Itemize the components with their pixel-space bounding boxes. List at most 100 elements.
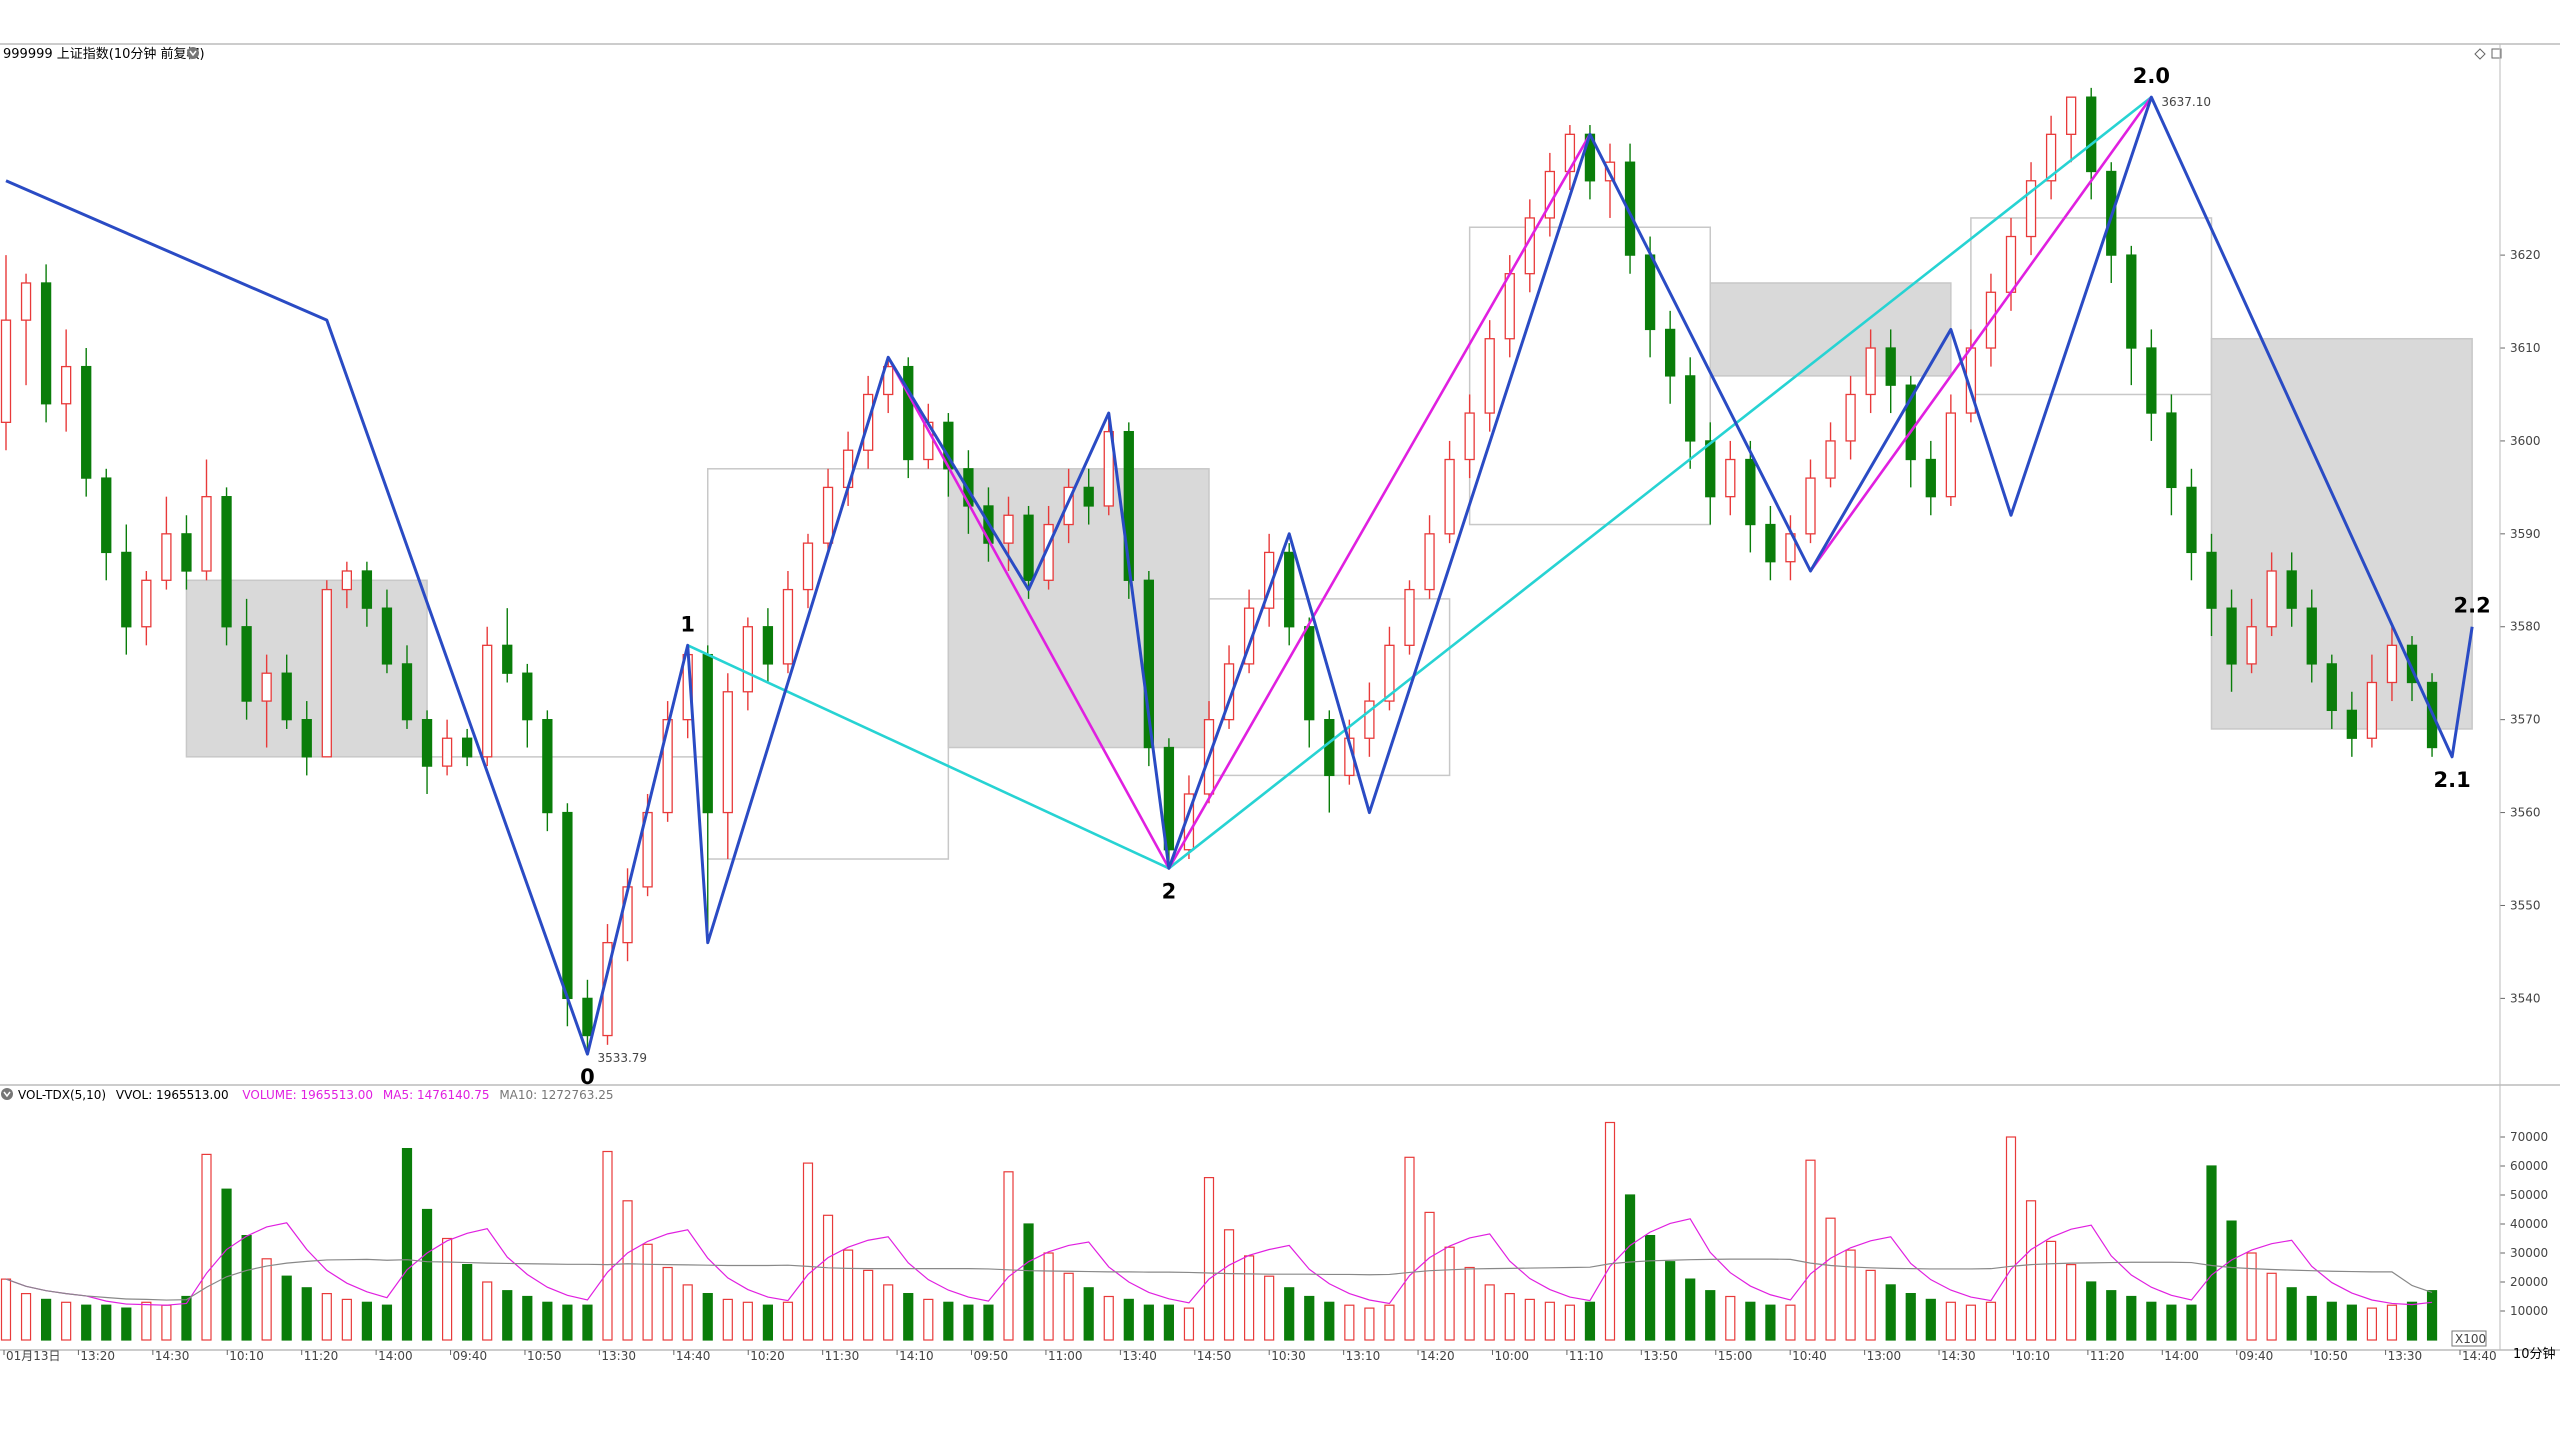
volume-bar-up <box>1203 1176 1215 1341</box>
volume-ma10: MA10: 1272763.25 <box>499 1088 613 1102</box>
volume-bar-down <box>1644 1234 1656 1341</box>
candle-body-down <box>1023 514 1034 581</box>
volume-bar-down <box>2086 1281 2097 1341</box>
candle-115 <box>2306 589 2317 683</box>
candles <box>0 87 2438 1055</box>
candle-112 <box>2246 598 2257 674</box>
consolidation-box-7 <box>1970 217 2213 396</box>
candle-body-up <box>883 365 894 396</box>
candle-72 <box>1444 440 1455 544</box>
candle-44 <box>883 357 894 414</box>
period-label[interactable]: 10分钟 <box>2513 1346 2556 1362</box>
volume-bar-down <box>421 1208 433 1341</box>
candle-body-up <box>1444 458 1455 535</box>
candle-body-down <box>2306 607 2317 665</box>
volume-bar-up <box>1264 1275 1275 1341</box>
volume-settings-icon[interactable] <box>1 1088 13 1100</box>
candle-body-down <box>2186 486 2197 554</box>
candle-body-down <box>2286 570 2297 609</box>
candle-body-up <box>482 644 493 758</box>
volume-tick-label-50000: 50000 <box>2510 1188 2548 1202</box>
candle-71 <box>1424 515 1435 599</box>
candle-body-down <box>702 653 713 814</box>
volume-tick-label-40000: 40000 <box>2510 1217 2548 1231</box>
time-tick-label-8: 13:30 <box>601 1349 636 1363</box>
volume-bar-up <box>2005 1136 2017 1341</box>
candle-body-down <box>1665 328 1676 377</box>
volume-bar-up <box>1243 1255 1255 1341</box>
volume-bar-up <box>1223 1229 1235 1341</box>
volume-bar-up <box>1444 1246 1455 1341</box>
volume-bar-down <box>2426 1290 2438 1341</box>
candle-91 <box>1825 422 1836 488</box>
volume-bar-down <box>1905 1292 1916 1341</box>
volume-bar-down <box>101 1304 112 1341</box>
volume-tick-label-70000: 70000 <box>2510 1130 2548 1144</box>
candle-body-up <box>1825 440 1836 479</box>
candle-body-down <box>522 672 533 721</box>
time-tick-label-9: 14:40 <box>676 1349 711 1363</box>
time-tick-label-3: 10:10 <box>229 1349 264 1363</box>
volume-bar-down <box>1023 1223 1034 1341</box>
volume-bar-up <box>341 1298 352 1341</box>
volume-tick-label-60000: 60000 <box>2510 1159 2548 1173</box>
candle-10 <box>201 459 212 581</box>
wave-labels: 0 1 2 2.0 2.1 2.2 <box>580 64 2491 1089</box>
candle-68 <box>1364 682 1375 757</box>
candle-body-up <box>662 719 673 814</box>
volume-bar-down <box>1765 1304 1776 1341</box>
price-tick-label-3570: 3570 <box>2510 713 2541 727</box>
candle-109 <box>2186 468 2197 581</box>
volume-bar-down <box>2326 1301 2337 1341</box>
candle-body-down <box>2226 607 2237 665</box>
volume-bar-down <box>762 1304 774 1341</box>
candle-85 <box>1705 422 1716 525</box>
volume-bar-down <box>502 1290 513 1341</box>
volume-bar-up <box>602 1150 613 1341</box>
candle-body-down <box>1083 486 1094 507</box>
time-tick-label-20: 10:00 <box>1494 1349 1529 1363</box>
volume-bar-down <box>1324 1301 1335 1341</box>
candle-16 <box>321 580 332 758</box>
volume-bar-up <box>842 1249 854 1341</box>
time-tick-label-16: 14:50 <box>1197 1349 1232 1363</box>
candle-body-down <box>461 737 473 758</box>
price-tick-label-3540: 3540 <box>2510 991 2541 1005</box>
x100-label: X100 <box>2455 1332 2486 1346</box>
candle-body-down <box>1624 161 1636 256</box>
candle-body-down <box>221 496 232 628</box>
candle-24 <box>482 626 493 767</box>
candle-body-down <box>1123 430 1134 581</box>
candle-body-down <box>241 626 252 702</box>
candle-64 <box>1284 543 1295 646</box>
candle-body-down <box>301 719 312 758</box>
settings-icon[interactable] <box>187 47 199 59</box>
candle-body-down <box>502 644 513 674</box>
volume-value: VOLUME: 1965513.00 <box>242 1088 373 1102</box>
candle-body-down <box>1885 347 1896 386</box>
candle-body-up <box>1504 273 1515 340</box>
candle-body-down <box>2086 96 2097 173</box>
panel-control-icons[interactable] <box>2474 48 2502 60</box>
volume-bar-up <box>1725 1295 1736 1341</box>
volume-bar-down <box>1584 1301 1596 1341</box>
volume-bar-up <box>923 1298 934 1341</box>
candle-body-down <box>121 551 132 628</box>
candle-body-up <box>1865 347 1876 396</box>
candle-body-up <box>1364 700 1375 739</box>
candle-40 <box>802 533 814 609</box>
time-tick-label-33: 14:40 <box>2462 1349 2497 1363</box>
candle-body-up <box>20 282 32 321</box>
volume-bar-up <box>1424 1211 1435 1341</box>
wave-label-2.0: 2.0 <box>2133 64 2170 88</box>
volume-bar-up <box>482 1281 493 1341</box>
candle-107 <box>2146 329 2157 441</box>
volume-bar-up <box>1063 1272 1074 1341</box>
candle-body-down <box>1324 719 1335 777</box>
candle-23 <box>461 728 473 767</box>
volume-bar-down <box>1925 1298 1936 1341</box>
candle-body-down <box>2126 254 2137 349</box>
volume-bar-up <box>622 1200 633 1341</box>
price-tick-label-3620: 3620 <box>2510 248 2541 262</box>
volume-bar-up <box>1103 1295 1114 1341</box>
